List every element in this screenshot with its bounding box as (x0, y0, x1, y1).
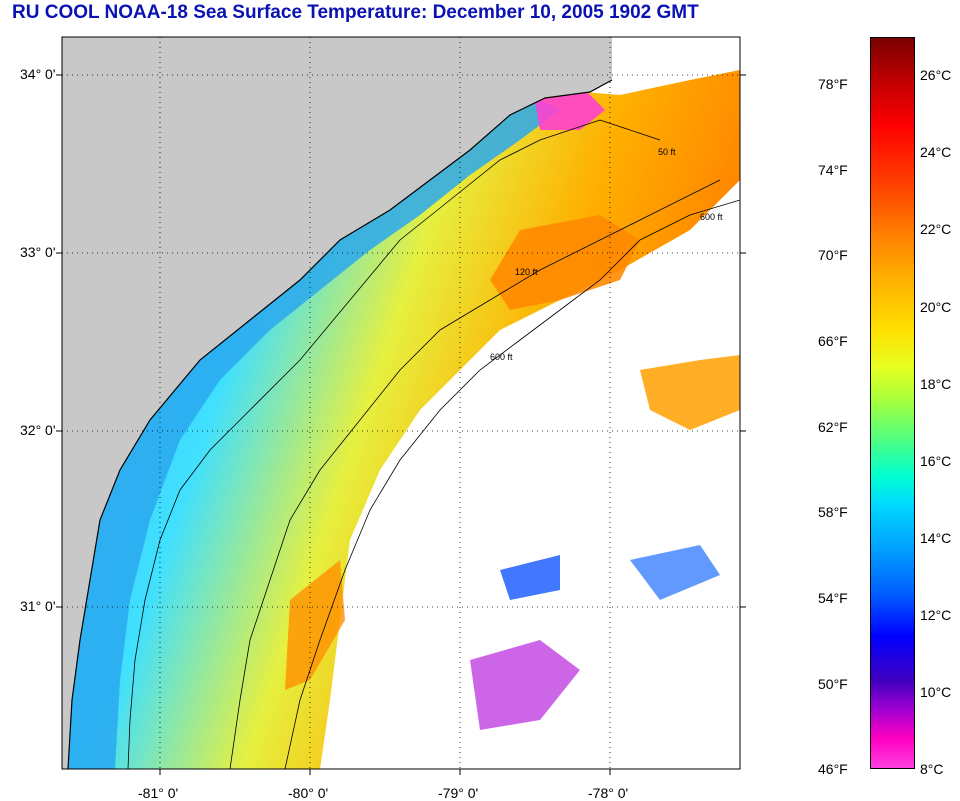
colorbar-c-label: 14°C (920, 530, 952, 546)
map-title: RU COOL NOAA-18 Sea Surface Temperature:… (12, 2, 699, 23)
colorbar-c-label: 10°C (920, 684, 952, 700)
colorbar-f-label: 70°F (818, 247, 848, 263)
colorbar-f-label: 54°F (818, 590, 848, 606)
map-frame (61, 36, 741, 770)
isobath-50ft (127, 119, 661, 769)
isobath-label: 600 ft (490, 352, 513, 362)
colorbar-f-label: 78°F (818, 76, 848, 92)
lon-label-80: -80° 0' (288, 785, 329, 801)
sst-nearshore (62, 100, 560, 769)
colorbar-f-label: 58°F (818, 504, 848, 520)
sst-cool-patch (535, 90, 605, 130)
sst-warm-patch (640, 355, 740, 430)
colorbar-c-label: 12°C (920, 607, 952, 623)
colorbar-f-label: 50°F (818, 676, 848, 692)
colorbar-c-label: 26°C (920, 67, 952, 83)
isobath-label: 50 ft (658, 147, 676, 157)
coastline (67, 79, 613, 769)
lon-label-81: -81° 0' (138, 785, 179, 801)
colorbar-c-label: 22°C (920, 221, 952, 237)
colorbar-f-label: 74°F (818, 162, 848, 178)
isobath-label: 120 ft (515, 267, 538, 277)
lon-label-78: -78° 0' (588, 785, 629, 801)
isobath-600ft (284, 199, 740, 769)
colorbar-c-label: 18°C (920, 376, 952, 392)
colorbar-f-label: 66°F (818, 333, 848, 349)
lat-label-34: 34° 0' (20, 66, 56, 82)
temperature-colorbar (870, 37, 915, 769)
lat-label-31: 31° 0' (20, 598, 56, 614)
sst-cool-patch (500, 555, 560, 600)
frame-ticks (56, 74, 746, 775)
graticule (62, 37, 740, 769)
isobath-120ft (229, 179, 721, 769)
colorbar-f-label: 46°F (818, 761, 848, 777)
colorbar-c-label: 16°C (920, 453, 952, 469)
sst-warm-patch (285, 560, 345, 690)
lat-label-33: 33° 0' (20, 244, 56, 260)
lat-label-32: 32° 0' (20, 422, 56, 438)
colorbar-c-label: 8°C (920, 761, 944, 777)
sst-cool-patch (470, 640, 580, 730)
colorbar-c-label: 24°C (920, 144, 952, 160)
lon-label-79: -79° 0' (438, 785, 479, 801)
sst-cool-patch (630, 545, 720, 600)
colorbar-f-label: 62°F (818, 419, 848, 435)
colorbar-c-label: 20°C (920, 299, 952, 315)
land-area (62, 37, 612, 769)
isobath-label: 600 ft (700, 212, 723, 222)
